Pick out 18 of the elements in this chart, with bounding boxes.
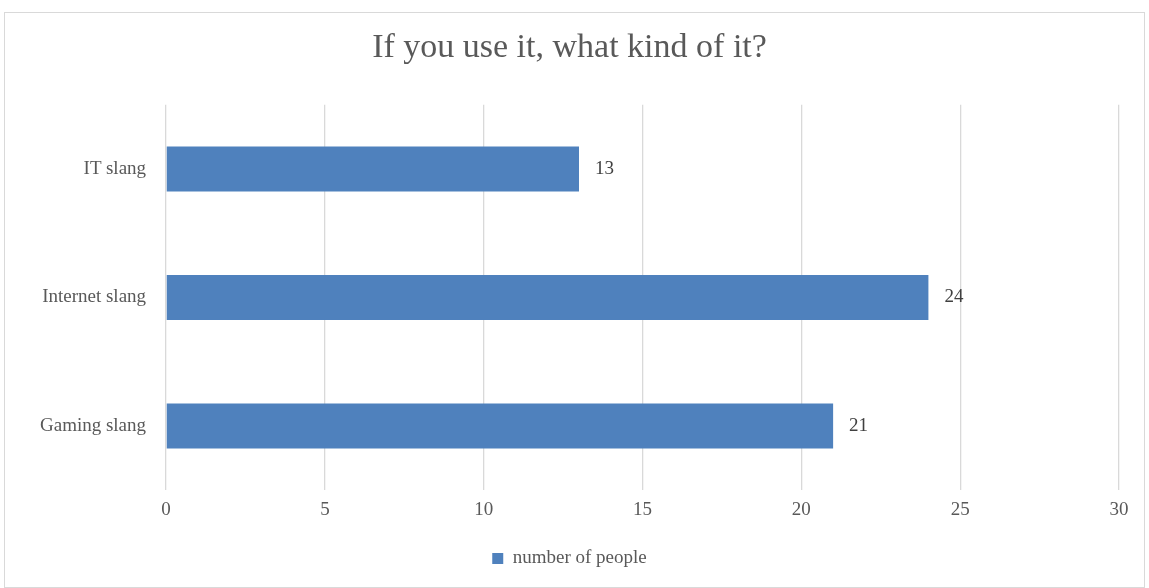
y-tick-label: Gaming slang xyxy=(39,413,147,435)
bar xyxy=(166,275,929,320)
x-tick-label: 0 xyxy=(161,497,171,519)
x-tick-label: 25 xyxy=(950,497,970,519)
x-tick-label: 15 xyxy=(633,497,653,519)
data-label: 13 xyxy=(595,157,615,179)
data-label: 24 xyxy=(944,285,964,307)
y-tick-label: Internet slang xyxy=(42,285,147,307)
y-tick-label: IT slang xyxy=(83,157,147,179)
x-tick-label: 20 xyxy=(791,497,811,519)
chart-title: If you use it, what kind of it? xyxy=(372,27,767,65)
bar xyxy=(166,146,580,192)
x-tick-label: 30 xyxy=(1109,497,1129,519)
bar xyxy=(166,403,834,449)
data-label: 21 xyxy=(849,413,869,435)
x-tick-label: 10 xyxy=(474,497,494,519)
legend-label: number of people xyxy=(512,546,647,568)
x-tick-label: 5 xyxy=(320,497,330,519)
